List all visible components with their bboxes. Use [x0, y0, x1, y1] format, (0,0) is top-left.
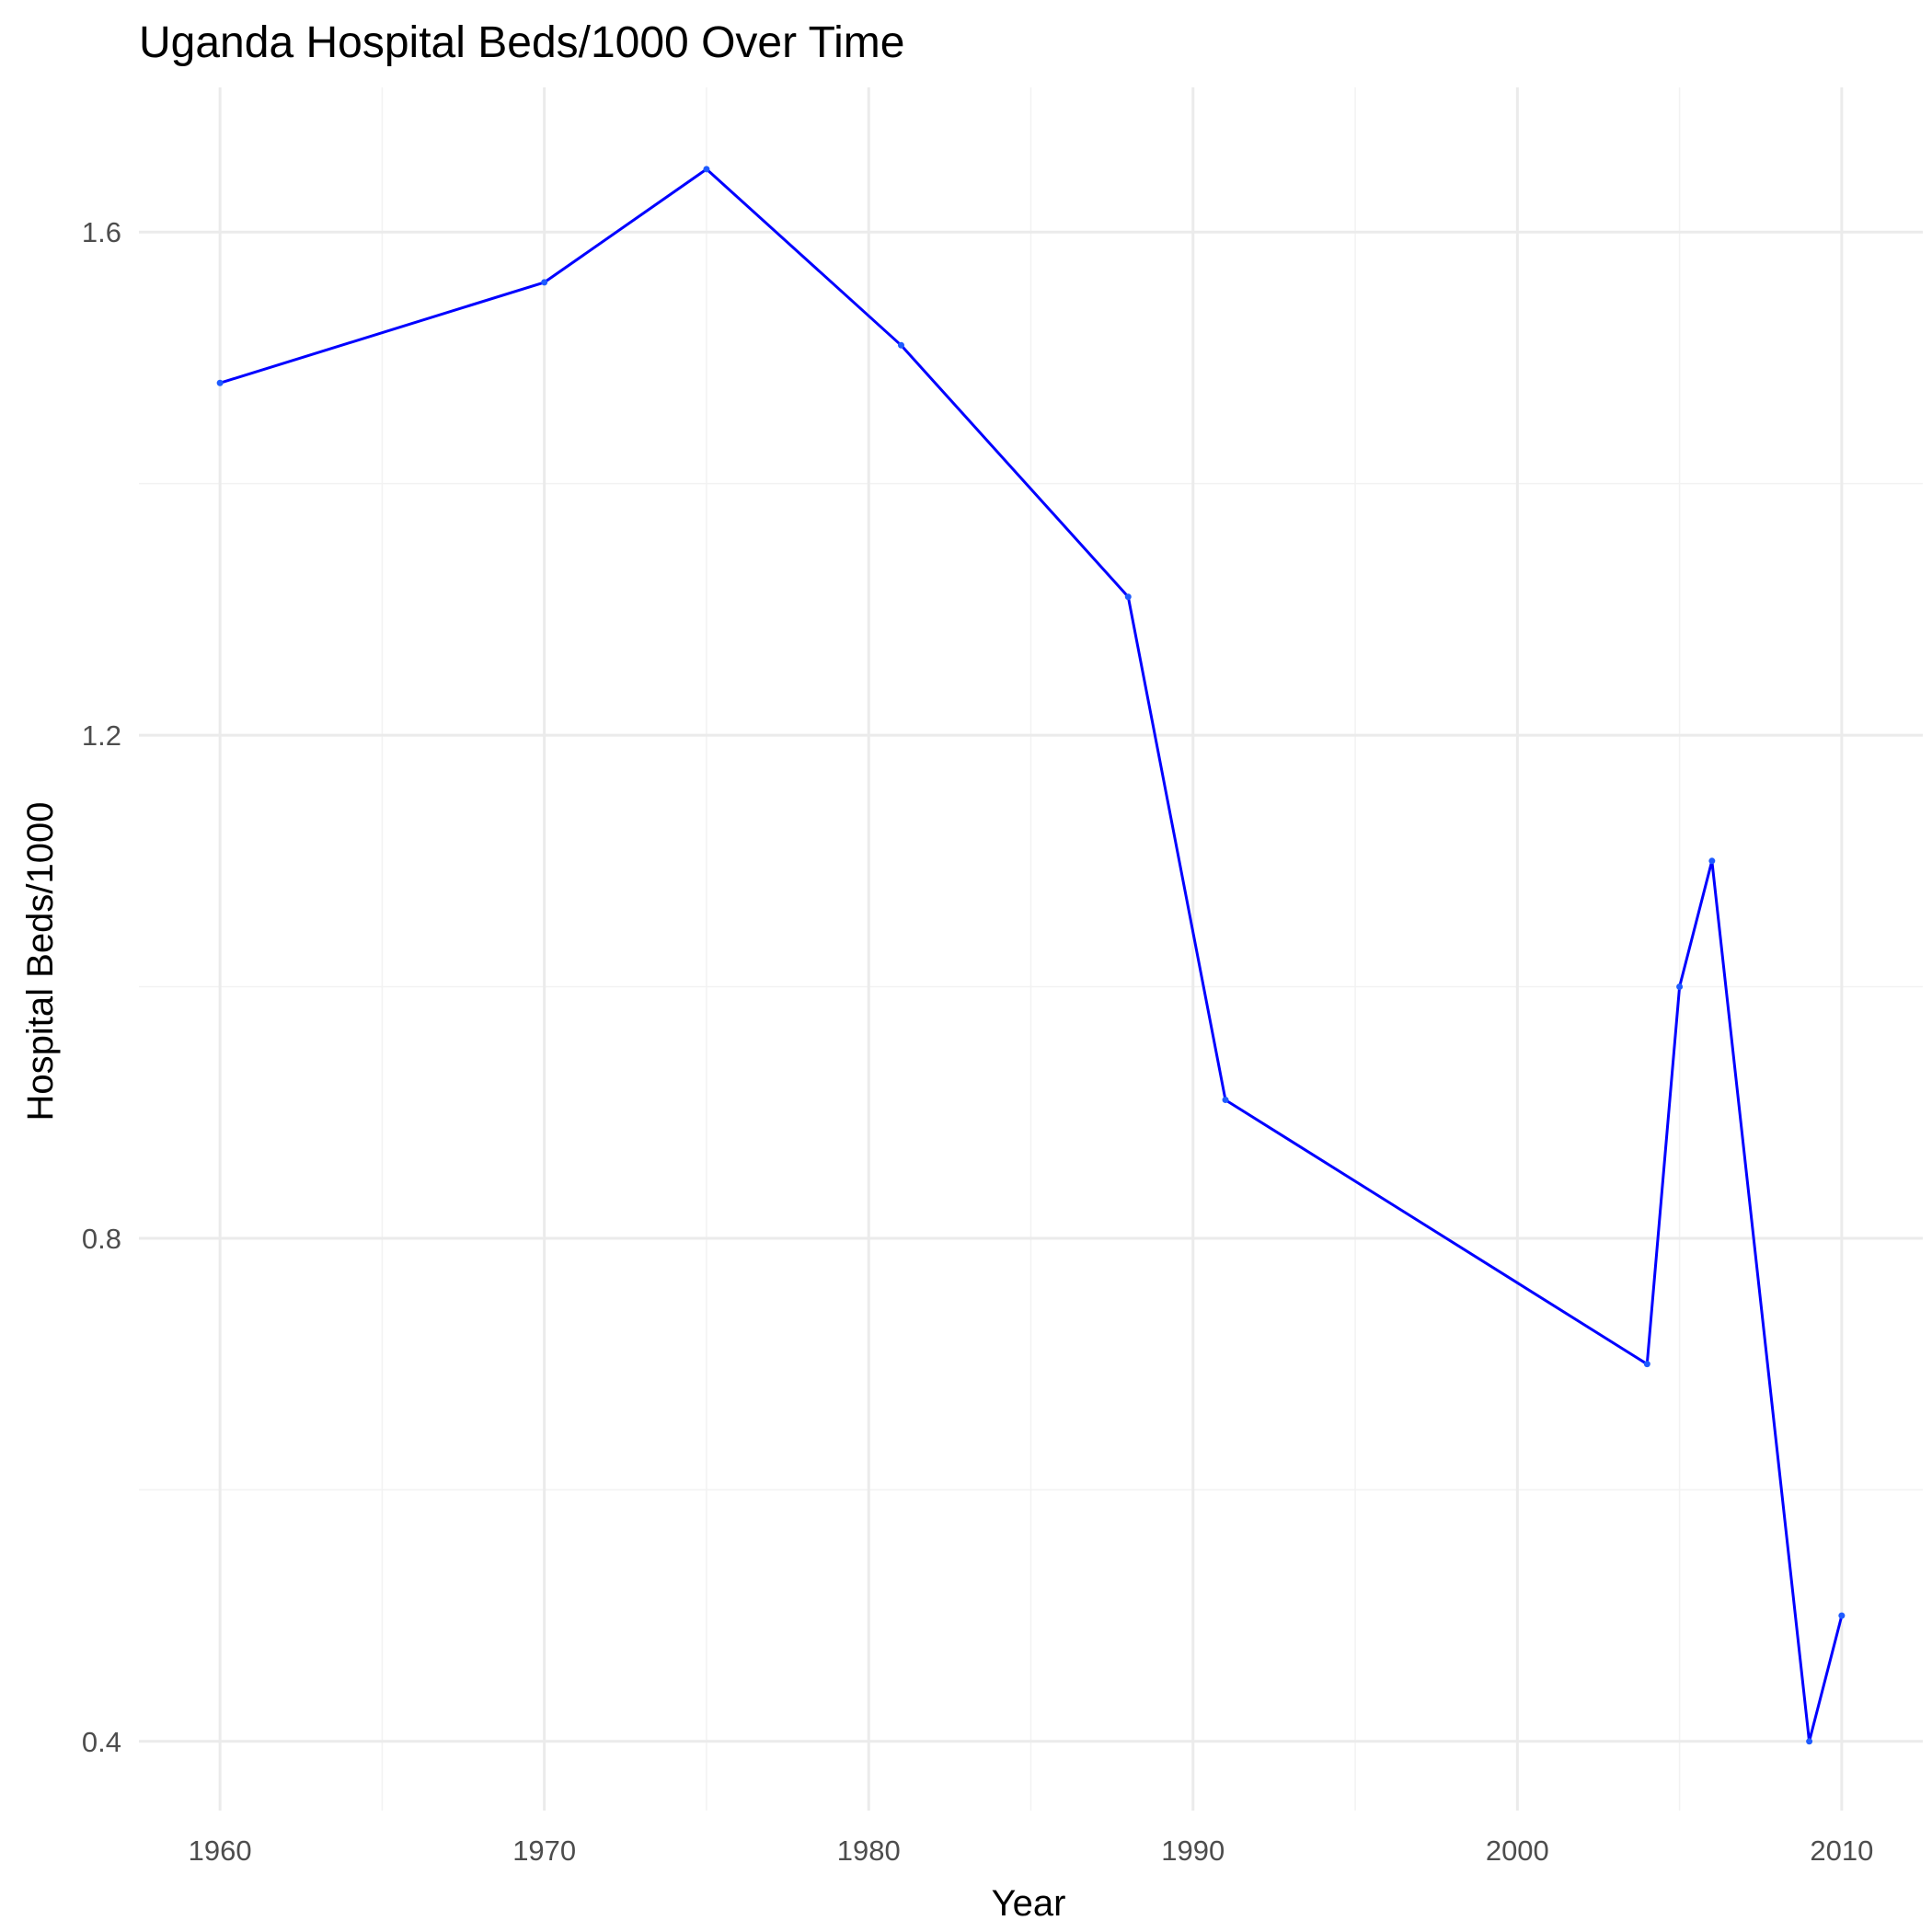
data-point — [216, 379, 224, 386]
chart-title: Uganda Hospital Beds/1000 Over Time — [139, 18, 904, 67]
x-tick-label: 2010 — [1810, 1834, 1873, 1867]
x-axis-title: Year — [992, 1883, 1066, 1924]
x-tick-label: 1970 — [512, 1834, 576, 1867]
x-tick-label: 1960 — [189, 1834, 252, 1867]
y-tick-label: 0.4 — [82, 1726, 121, 1758]
data-point — [1838, 1612, 1846, 1619]
x-tick-label: 1990 — [1161, 1834, 1225, 1867]
y-tick-label: 1.2 — [82, 719, 121, 752]
y-tick-labels: 0.4 0.8 1.2 1.6 — [82, 216, 121, 1758]
data-point — [1124, 593, 1132, 601]
x-tick-labels: 1960 1970 1980 1990 2000 2010 — [189, 1834, 1874, 1867]
major-gridlines — [139, 87, 1923, 1811]
y-axis-title: Hospital Beds/1000 — [20, 802, 61, 1121]
x-tick-label: 1980 — [837, 1834, 901, 1867]
data-point — [1676, 983, 1684, 991]
data-point — [541, 279, 548, 286]
data-point — [1708, 857, 1716, 865]
y-tick-label: 1.6 — [82, 216, 121, 248]
data-point — [1806, 1738, 1813, 1745]
data-point — [703, 166, 710, 173]
y-tick-label: 0.8 — [82, 1223, 121, 1255]
data-point — [1643, 1361, 1650, 1368]
data-point — [1222, 1097, 1229, 1104]
data-point — [897, 341, 904, 349]
x-tick-label: 2000 — [1486, 1834, 1549, 1867]
minor-gridlines — [139, 87, 1923, 1811]
series-group — [216, 166, 1846, 1745]
